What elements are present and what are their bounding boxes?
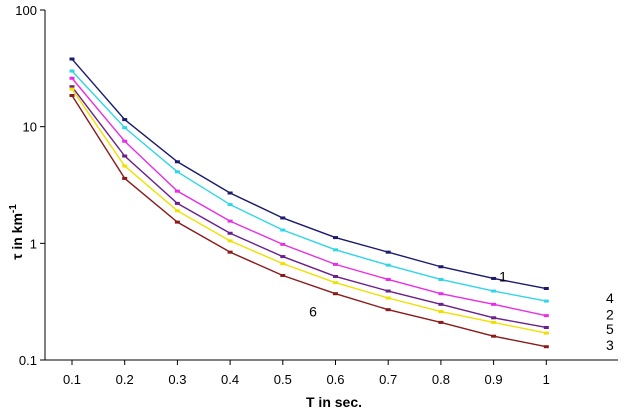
x-tick-label: 1 [543, 372, 550, 387]
data-point [122, 154, 128, 158]
data-point [491, 276, 497, 280]
data-point [227, 250, 233, 254]
data-point [174, 160, 180, 164]
data-point [280, 274, 286, 278]
data-point [227, 231, 233, 235]
x-tick-label: 0.3 [168, 372, 186, 387]
y-axis-title: τ in km-1 [8, 204, 25, 260]
y-tick-label: 100 [15, 3, 37, 18]
data-point [280, 262, 286, 266]
series-label-2: 2 [606, 307, 614, 323]
x-tick-label: 0.4 [221, 372, 239, 387]
data-point [280, 216, 286, 220]
x-axis-title: T in sec. [306, 394, 362, 410]
data-point [333, 281, 338, 285]
x-tick-label: 0.7 [379, 372, 397, 387]
data-point [333, 236, 338, 240]
data-point [174, 189, 180, 193]
data-point [69, 57, 75, 61]
data-point [280, 242, 286, 246]
y-axis-title-exponent: -1 [8, 204, 19, 213]
data-point [333, 262, 338, 266]
data-point [333, 292, 338, 296]
data-point [385, 277, 391, 281]
series-label-3: 3 [606, 337, 614, 353]
data-point [174, 220, 180, 224]
data-point [122, 164, 128, 168]
data-point [491, 289, 497, 293]
series-line-3 [71, 95, 547, 348]
data-point [227, 219, 233, 223]
data-point [385, 289, 391, 293]
data-point [333, 248, 338, 252]
data-point [174, 170, 180, 174]
data-point [280, 228, 286, 232]
data-point [174, 201, 180, 205]
data-point [227, 239, 233, 243]
data-point [491, 316, 497, 320]
data-point [122, 176, 128, 180]
series-line-4 [71, 70, 547, 302]
series-label-4: 4 [606, 290, 614, 306]
x-tick-label: 0.5 [274, 372, 292, 387]
series-line-2 [71, 77, 547, 317]
data-point [543, 299, 549, 303]
x-tick-label: 0.6 [326, 372, 344, 387]
data-point [69, 93, 75, 97]
data-point [543, 287, 549, 291]
series-line-unnamed-4 [71, 88, 547, 334]
x-tick-label: 0.1 [63, 372, 81, 387]
data-point [491, 302, 497, 306]
series-label-1: 1 [499, 268, 507, 284]
axes: 0.1 1 10 100 0.1 0.2 0.3 0.4 0.5 0.6 0.7 0.8 0.9 1 [15, 3, 618, 387]
data-point [280, 255, 286, 259]
series-label-5: 5 [606, 321, 614, 337]
series-line-5 [71, 86, 547, 329]
data-point [174, 209, 180, 213]
data-point [491, 334, 497, 338]
y-axis-title-main: τ in km [9, 213, 25, 260]
data-point [543, 345, 549, 349]
x-tick-label: 0.8 [432, 372, 450, 387]
data-point [385, 308, 391, 312]
data-point [543, 314, 549, 318]
data-point [333, 274, 338, 278]
data-point [227, 203, 233, 207]
data-point [69, 87, 75, 91]
series-layer [69, 57, 549, 349]
data-point [227, 191, 233, 195]
data-point [543, 331, 549, 335]
data-point [438, 310, 444, 314]
data-point [438, 320, 444, 324]
y-tick-label: 1 [30, 236, 37, 251]
data-point [385, 296, 391, 300]
data-point [543, 325, 549, 329]
y-tick-label: 10 [23, 120, 37, 135]
data-point [69, 69, 75, 73]
data-point [385, 250, 391, 254]
data-point [438, 277, 444, 281]
data-point [122, 118, 128, 122]
series-line-1 [71, 58, 547, 290]
x-tick-label: 0.9 [485, 372, 503, 387]
data-point [438, 292, 444, 296]
data-point [438, 302, 444, 306]
data-point [122, 126, 128, 130]
data-point [385, 263, 391, 267]
series-label-6: 6 [309, 304, 317, 320]
data-point [491, 320, 497, 324]
data-point [69, 85, 75, 89]
data-point [438, 265, 444, 269]
data-point [122, 139, 128, 143]
x-tick-label: 0.2 [116, 372, 134, 387]
y-tick-label: 0.1 [19, 353, 37, 368]
data-point [69, 76, 75, 80]
